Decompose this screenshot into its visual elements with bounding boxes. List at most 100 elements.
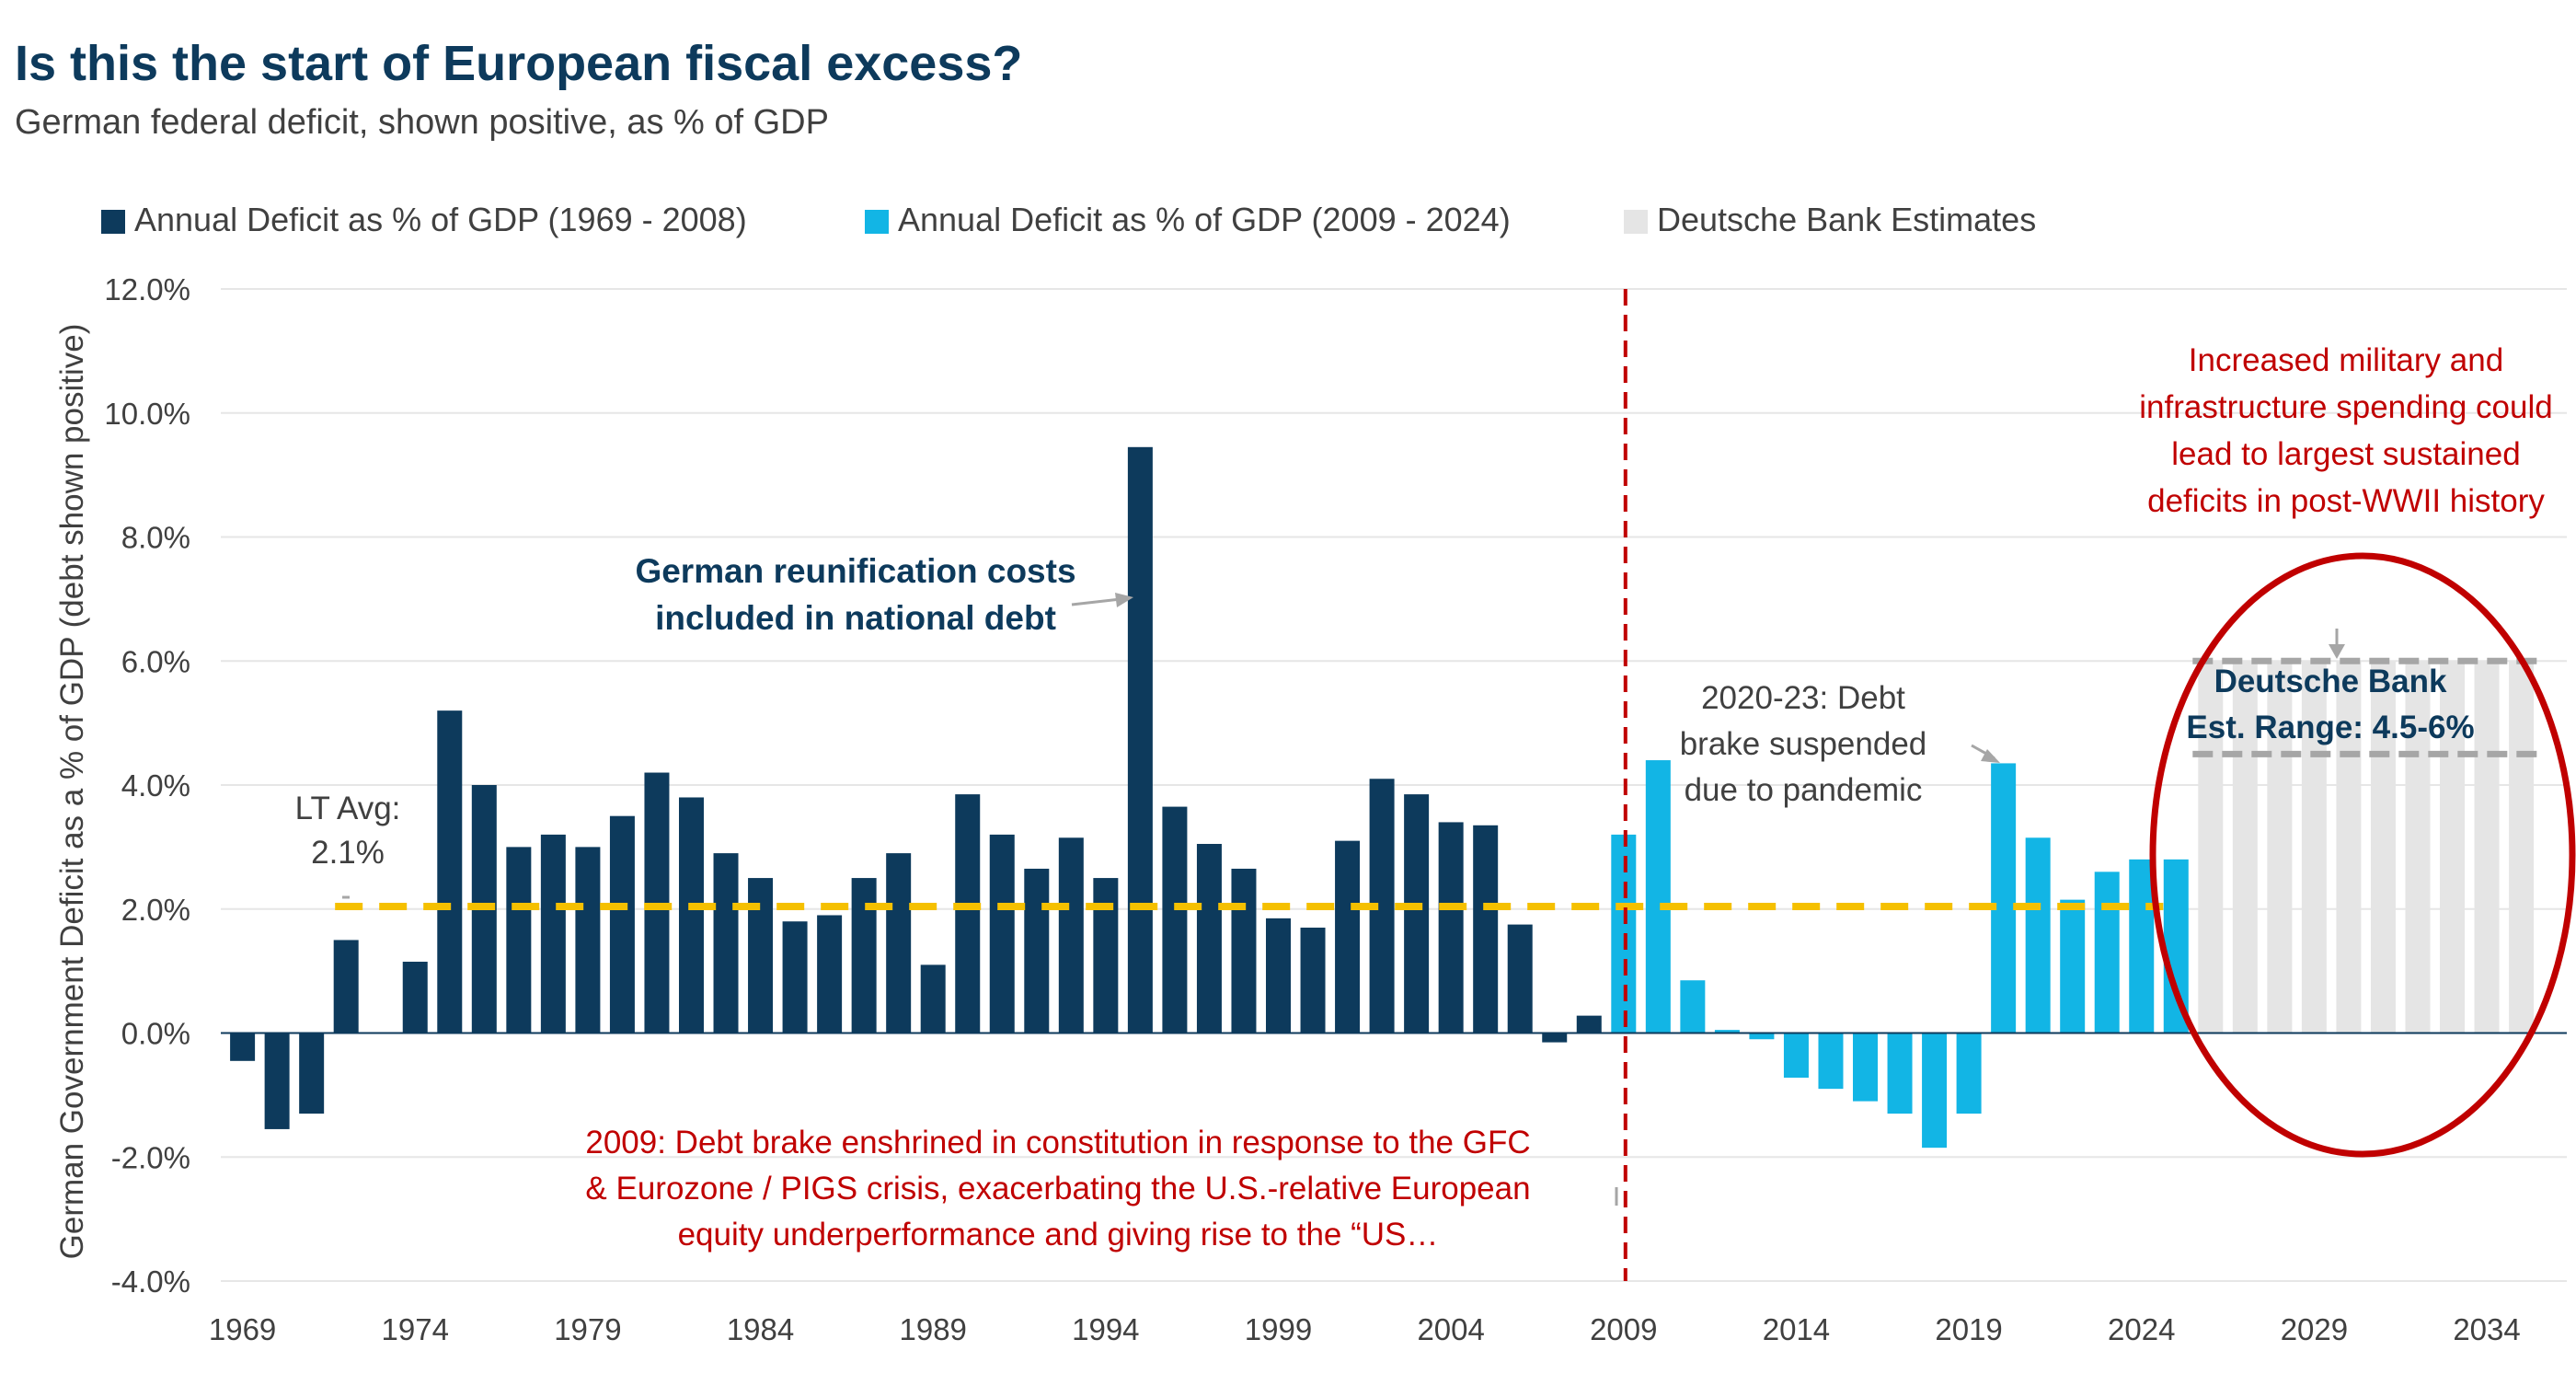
military-label-3: lead to largest sustained [2171, 436, 2520, 472]
bar-2031 [2370, 661, 2396, 1033]
x-tick-label: 1994 [1072, 1312, 1139, 1346]
debt-brake-label-2: & Eurozone / PIGS crisis, exacerbating t… [585, 1171, 1530, 1207]
bar-1978 [540, 834, 566, 1033]
bar-2008 [1576, 1015, 1602, 1033]
reunification-label-2: included in national debt [655, 599, 1056, 637]
legend-item-2009-2024: Annual Deficit as % of GDP (2009 - 2024) [865, 201, 1511, 239]
bar-2006 [1507, 924, 1533, 1033]
estimates-circle [2149, 552, 2576, 1158]
db-range-label-1: Deutsche Bank [2214, 664, 2447, 699]
y-tick-label: 6.0% [121, 644, 190, 678]
bar-1992 [1024, 868, 1050, 1033]
reunification-label-1: German reunification costs [635, 552, 1075, 590]
bar-2034 [2474, 661, 2500, 1033]
bar-1999 [1266, 918, 1291, 1033]
bar-1974 [402, 962, 428, 1033]
legend-label-2009-2024: Annual Deficit as % of GDP (2009 - 2024) [898, 201, 1511, 238]
bar-1979 [575, 847, 601, 1033]
x-tick-label: 1979 [554, 1312, 621, 1346]
y-tick-label: 0.0% [121, 1017, 190, 1051]
bar-1970 [264, 1033, 290, 1129]
y-tick-label: 10.0% [104, 397, 190, 431]
x-tick-label: 2019 [1935, 1312, 2002, 1346]
military-label-2: infrastructure spending could [2139, 389, 2552, 425]
chart-title: Is this the start of European fiscal exc… [15, 36, 1023, 91]
x-tick-label: 1974 [382, 1312, 449, 1346]
pandemic-label-2: brake suspended [1680, 726, 1927, 762]
y-tick-label: 8.0% [121, 521, 190, 555]
bar-2015 [1818, 1033, 1844, 1090]
bar-2018 [1922, 1033, 1948, 1149]
bar-2004 [1438, 822, 1464, 1033]
bar-1969 [230, 1033, 256, 1061]
bar-1995 [1127, 446, 1153, 1033]
pandemic-label-3: due to pandemic [1685, 772, 1923, 808]
military-label-4: deficits in post-WWII history [2147, 483, 2545, 519]
debt-brake-label-3: equity underperformance and giving rise … [678, 1217, 1439, 1253]
x-tick-label: 1984 [727, 1312, 794, 1346]
legend-item-1969-2008: Annual Deficit as % of GDP (1969 - 2008) [101, 201, 747, 239]
y-tick-label: 12.0% [104, 272, 190, 306]
bar-1993 [1058, 837, 1084, 1033]
bar-2030 [2336, 661, 2362, 1033]
bar-1991 [989, 834, 1015, 1033]
legend-swatch-gray [1624, 210, 1648, 234]
bar-2017 [1887, 1033, 1913, 1114]
bar-1996 [1162, 806, 1188, 1033]
bar-2029 [2301, 661, 2327, 1033]
legend-label-estimates: Deutsche Bank Estimates [1657, 201, 2037, 238]
bar-2003 [1404, 794, 1430, 1033]
x-tick-label: 2024 [2108, 1312, 2175, 1346]
pandemic-arrowhead [1981, 749, 2000, 763]
bar-1971 [299, 1033, 325, 1114]
bar-2007 [1542, 1033, 1568, 1043]
db-range-label-2: Est. Range: 4.5-6% [2186, 710, 2474, 745]
lt-avg-label-2: 2.1% [311, 835, 385, 871]
bar-1985 [782, 921, 808, 1033]
x-tick-label: 1969 [209, 1312, 276, 1346]
bar-1997 [1196, 844, 1222, 1033]
bars [230, 446, 2535, 1149]
bar-2016 [1853, 1033, 1879, 1102]
bar-2013 [1749, 1033, 1775, 1040]
bar-1975 [437, 710, 463, 1033]
bar-1990 [955, 794, 981, 1033]
reunification-arrowhead [1115, 593, 1133, 607]
bar-2024 [2129, 859, 2155, 1033]
x-tick-label: 2009 [1590, 1312, 1657, 1346]
bar-2035 [2509, 661, 2535, 1033]
chart-subtitle: German federal deficit, shown positive, … [15, 103, 829, 142]
bar-2025 [2163, 859, 2189, 1033]
bar-1977 [506, 847, 532, 1033]
y-tick-label: 2.0% [121, 893, 190, 927]
bar-1989 [920, 964, 946, 1033]
bar-1994 [1093, 878, 1119, 1033]
y-tick-label: -2.0% [111, 1140, 190, 1174]
bar-2005 [1473, 825, 1499, 1033]
bar-2010 [1645, 760, 1671, 1033]
x-tick-label: 1999 [1245, 1312, 1312, 1346]
bar-1984 [748, 878, 774, 1033]
bar-2001 [1335, 840, 1361, 1033]
bar-1982 [678, 797, 704, 1033]
pandemic-label-1: 2020-23: Debt [1701, 680, 1905, 716]
x-tick-label: 2004 [1417, 1312, 1484, 1346]
legend-item-estimates: Deutsche Bank Estimates [1624, 201, 2036, 239]
y-axis-label: German Government Deficit as a % of GDP … [54, 324, 90, 1260]
military-label-1: Increased military and [2189, 342, 2503, 378]
y-tick-label: -4.0% [111, 1264, 190, 1299]
bar-1986 [817, 915, 843, 1033]
bar-2019 [1956, 1033, 1982, 1114]
bar-1972 [333, 940, 359, 1033]
bar-2021 [2025, 837, 2051, 1033]
bar-1987 [851, 878, 877, 1033]
bar-1983 [713, 853, 739, 1033]
reunification-arrow [1071, 597, 1121, 606]
db-range-arrowhead [2329, 644, 2345, 659]
bar-2023 [2094, 872, 2120, 1033]
bar-1988 [886, 853, 912, 1033]
x-tick-label: 1989 [899, 1312, 966, 1346]
legend-swatch-navy [101, 210, 125, 234]
bar-2022 [2060, 899, 2086, 1033]
